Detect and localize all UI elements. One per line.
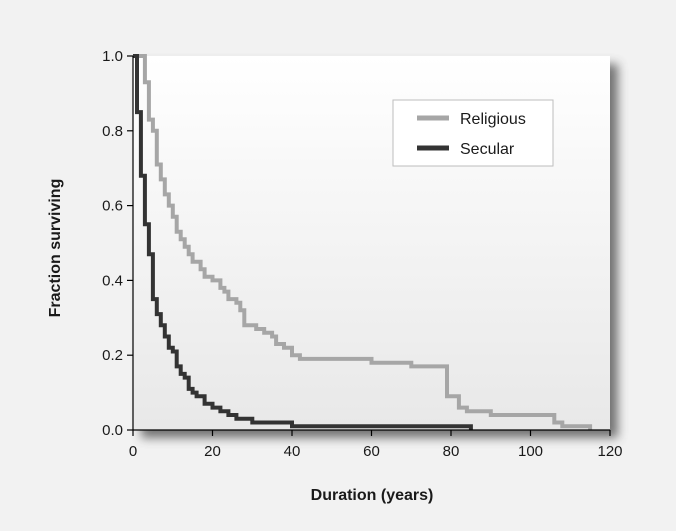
legend-label-secular: Secular	[460, 141, 515, 158]
y-tick-label: 0.0	[102, 422, 123, 439]
series-line-religious	[133, 54, 593, 430]
x-tick-label: 40	[284, 443, 301, 460]
y-tick-label: 0.8	[102, 123, 123, 140]
x-tick-label: 20	[204, 443, 221, 460]
series-line-secular	[133, 54, 473, 430]
legend-label-religious: Religious	[460, 111, 526, 128]
legend-box	[392, 99, 554, 167]
y-tick-label: 0.2	[102, 347, 123, 364]
y-tick-label: 0.4	[102, 272, 123, 289]
x-tick-label: 0	[129, 443, 137, 460]
x-tick-label: 60	[363, 443, 380, 460]
x-tick-label: 120	[597, 443, 622, 460]
y-tick-label: 0.6	[102, 198, 123, 215]
y-axis-title: Fraction surviving	[47, 179, 64, 318]
x-tick-label: 100	[518, 443, 543, 460]
x-axis-title: Duration (years)	[311, 487, 434, 504]
y-tick-label: 1.0	[102, 48, 123, 65]
x-tick-label: 80	[443, 443, 460, 460]
